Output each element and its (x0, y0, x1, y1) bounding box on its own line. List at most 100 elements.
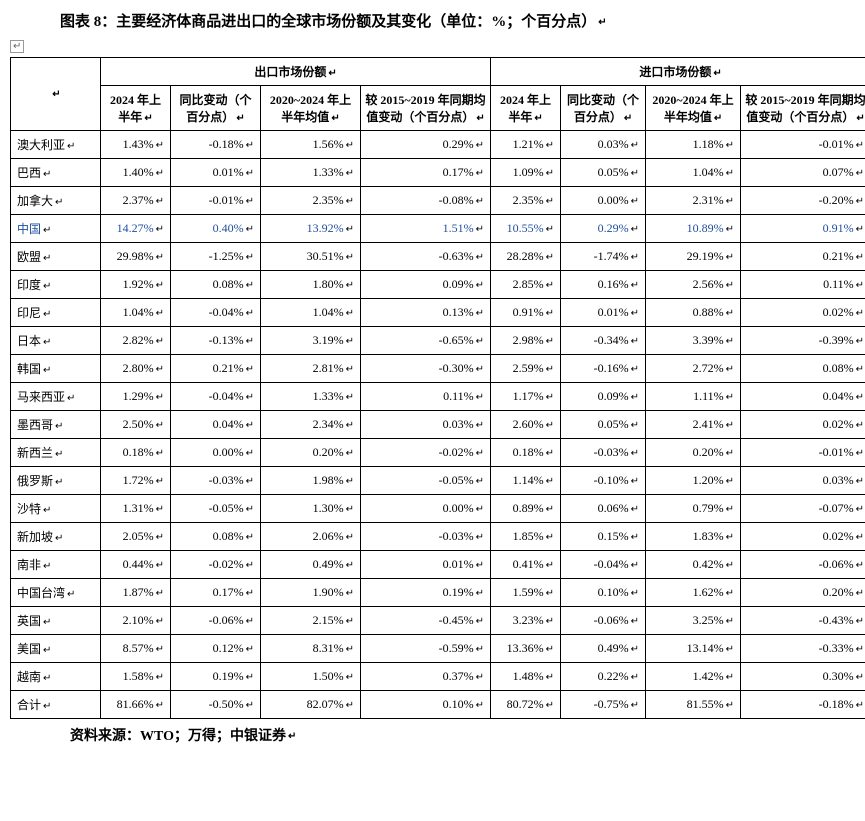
table-cell: 2.60%↵ (491, 411, 561, 439)
table-cell: 1.56%↵ (261, 131, 361, 159)
table-cell: -0.06%↵ (741, 551, 865, 579)
table-cell: -0.75%↵ (561, 691, 646, 719)
table-cell: 0.12%↵ (171, 635, 261, 663)
row-label: 欧盟↵ (11, 243, 101, 271)
table-cell: -0.07%↵ (741, 495, 865, 523)
table-cell: 0.21%↵ (741, 243, 865, 271)
table-row: 马来西亚↵1.29%↵-0.04%↵1.33%↵0.11%↵1.17%↵0.09… (11, 383, 865, 411)
table-cell: 0.16%↵ (561, 271, 646, 299)
table-cell: 0.37%↵ (361, 663, 491, 691)
col6-header: 同比变动（个百分点）↵ (561, 86, 646, 131)
table-cell: 0.21%↵ (171, 355, 261, 383)
table-cell: -0.20%↵ (741, 187, 865, 215)
table-cell: 28.28%↵ (491, 243, 561, 271)
table-cell: 0.17%↵ (361, 159, 491, 187)
table-cell: -0.06%↵ (561, 607, 646, 635)
table-cell: -0.39%↵ (741, 327, 865, 355)
table-cell: 0.44%↵ (101, 551, 171, 579)
row-label: 马来西亚↵ (11, 383, 101, 411)
table-cell: 0.29%↵ (561, 215, 646, 243)
table-cell: 30.51%↵ (261, 243, 361, 271)
table-cell: 2.35%↵ (491, 187, 561, 215)
table-cell: 80.72%↵ (491, 691, 561, 719)
table-cell: 2.34%↵ (261, 411, 361, 439)
table-cell: -0.02%↵ (361, 439, 491, 467)
table-cell: 0.18%↵ (101, 439, 171, 467)
table-cell: 13.14%↵ (646, 635, 741, 663)
table-cell: 0.02%↵ (741, 299, 865, 327)
table-cell: 1.17%↵ (491, 383, 561, 411)
row-label: 新加坡↵ (11, 523, 101, 551)
table-cell: 2.82%↵ (101, 327, 171, 355)
table-cell: -0.45%↵ (361, 607, 491, 635)
table-cell: -0.04%↵ (561, 551, 646, 579)
table-cell: -0.03%↵ (561, 439, 646, 467)
table-cell: -0.03%↵ (171, 467, 261, 495)
table-cell: -0.04%↵ (171, 383, 261, 411)
row-label: 中国台湾↵ (11, 579, 101, 607)
table-cell: 1.92%↵ (101, 271, 171, 299)
table-cell: 1.42%↵ (646, 663, 741, 691)
table-cell: 1.50%↵ (261, 663, 361, 691)
table-cell: -0.06%↵ (171, 607, 261, 635)
table-cell: 0.20%↵ (741, 579, 865, 607)
table-cell: -0.05%↵ (361, 467, 491, 495)
row-label: 沙特↵ (11, 495, 101, 523)
table-row: 韩国↵2.80%↵0.21%↵2.81%↵-0.30%↵2.59%↵-0.16%… (11, 355, 865, 383)
table-cell: 1.04%↵ (646, 159, 741, 187)
table-cell: 1.04%↵ (261, 299, 361, 327)
table-cell: 2.35%↵ (261, 187, 361, 215)
table-cell: 81.55%↵ (646, 691, 741, 719)
table-cell: 3.23%↵ (491, 607, 561, 635)
row-label: 印尼↵ (11, 299, 101, 327)
table-cell: 1.09%↵ (491, 159, 561, 187)
source-line: 资料来源：WTO；万得；中银证券↵ (10, 725, 855, 745)
table-cell: 0.89%↵ (491, 495, 561, 523)
table-cell: 2.37%↵ (101, 187, 171, 215)
table-cell: 1.31%↵ (101, 495, 171, 523)
table-cell: 2.41%↵ (646, 411, 741, 439)
table-cell: -0.02%↵ (171, 551, 261, 579)
col1-header: 2024 年上半年↵ (101, 86, 171, 131)
row-label: 墨西哥↵ (11, 411, 101, 439)
table-cell: -0.59%↵ (361, 635, 491, 663)
table-cell: 1.87%↵ (101, 579, 171, 607)
table-cell: 1.62%↵ (646, 579, 741, 607)
table-cell: 8.57%↵ (101, 635, 171, 663)
table-cell: 0.04%↵ (741, 383, 865, 411)
table-row: 印尼↵1.04%↵-0.04%↵1.04%↵0.13%↵0.91%↵0.01%↵… (11, 299, 865, 327)
table-cell: 1.48%↵ (491, 663, 561, 691)
table-cell: -0.08%↵ (361, 187, 491, 215)
table-cell: 0.20%↵ (261, 439, 361, 467)
table-cell: 0.00%↵ (171, 439, 261, 467)
table-cell: 2.15%↵ (261, 607, 361, 635)
row-label: 新西兰↵ (11, 439, 101, 467)
table-cell: 1.58%↵ (101, 663, 171, 691)
table-cell: -0.43%↵ (741, 607, 865, 635)
row-label: 中国↵ (11, 215, 101, 243)
table-cell: -0.63%↵ (361, 243, 491, 271)
table-cell: 0.11%↵ (361, 383, 491, 411)
table-cell: 1.14%↵ (491, 467, 561, 495)
table-cell: 1.85%↵ (491, 523, 561, 551)
col4-header: 较 2015~2019 年同期均值变动（个百分点）↵ (361, 86, 491, 131)
table-cell: 1.18%↵ (646, 131, 741, 159)
row-label: 美国↵ (11, 635, 101, 663)
table-cell: 2.56%↵ (646, 271, 741, 299)
table-row: 日本↵2.82%↵-0.13%↵3.19%↵-0.65%↵2.98%↵-0.34… (11, 327, 865, 355)
table-cell: 2.81%↵ (261, 355, 361, 383)
col8-header: 较 2015~2019 年同期均值变动（个百分点）↵ (741, 86, 865, 131)
table-cell: 0.00%↵ (561, 187, 646, 215)
table-cell: -0.13%↵ (171, 327, 261, 355)
table-cell: 0.05%↵ (561, 411, 646, 439)
table-cell: 0.13%↵ (361, 299, 491, 327)
row-label: 英国↵ (11, 607, 101, 635)
table-row: 越南↵1.58%↵0.19%↵1.50%↵0.37%↵1.48%↵0.22%↵1… (11, 663, 865, 691)
row-label: 韩国↵ (11, 355, 101, 383)
table-row: 澳大利亚↵1.43%↵-0.18%↵1.56%↵0.29%↵1.21%↵0.03… (11, 131, 865, 159)
table-cell: 1.33%↵ (261, 383, 361, 411)
table-cell: 0.18%↵ (491, 439, 561, 467)
table-row: 中国台湾↵1.87%↵0.17%↵1.90%↵0.19%↵1.59%↵0.10%… (11, 579, 865, 607)
table-cell: 2.06%↵ (261, 523, 361, 551)
table-cell: 0.01%↵ (561, 299, 646, 327)
